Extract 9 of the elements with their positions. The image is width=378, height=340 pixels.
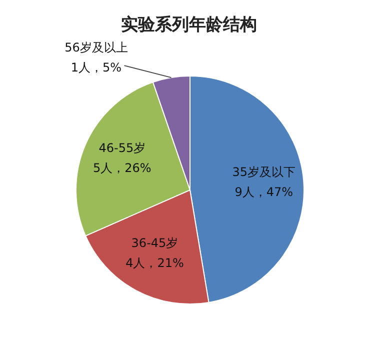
slice-label: 35岁及以下 (232, 164, 296, 179)
data-label: 9人，47% (234, 184, 294, 199)
slice-label: 36-45岁 (131, 236, 178, 250)
data-label: 4人，21% (126, 256, 184, 270)
data-label: 1人，5% (70, 60, 122, 75)
chart-title: 实验系列年龄结构 (121, 15, 257, 35)
slice-label: 56岁及以上 (64, 40, 128, 55)
data-label: 5人，26% (92, 161, 152, 176)
slice-label: 46-55岁 (98, 141, 146, 156)
